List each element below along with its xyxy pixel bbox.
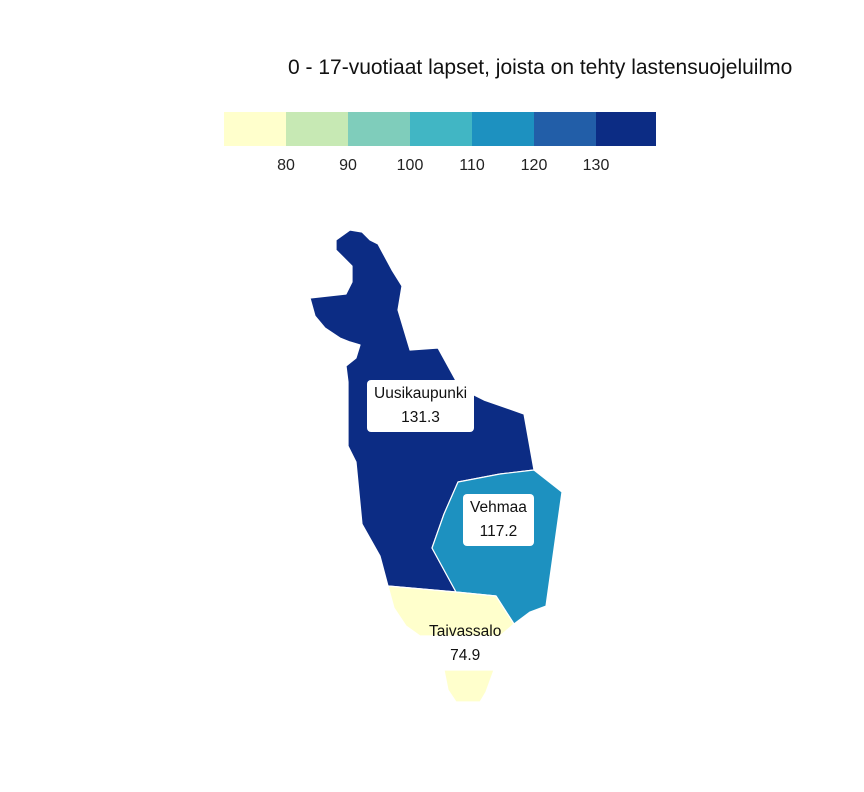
- color-legend: 80 90 100 110 120 130: [224, 112, 656, 174]
- legend-swatch-4: [410, 112, 472, 146]
- legend-tick-label: 120: [521, 157, 548, 174]
- map-title: 0 - 17-vuotiaat lapset, joista on tehty …: [288, 56, 793, 79]
- legend-tick-label: 100: [397, 157, 424, 174]
- legend-swatch-3: [348, 112, 410, 146]
- legend-swatch-2: [286, 112, 348, 146]
- region-label-uusikaupunki: Uusikaupunki 131.3: [367, 380, 475, 432]
- region-label-taivassalo: Taivassalo 74.9: [422, 618, 508, 670]
- region-value: 117.2: [479, 523, 518, 540]
- region-taivassalo-island[interactable]: [443, 669, 495, 703]
- legend-swatch-1: [224, 112, 286, 146]
- region-value: 131.3: [401, 409, 440, 426]
- region-taivassalo[interactable]: [387, 585, 515, 637]
- region-name: Taivassalo: [429, 623, 502, 640]
- legend-tick-label: 130: [583, 157, 610, 174]
- region-value: 74.9: [450, 647, 481, 664]
- region-name: Vehmaa: [470, 499, 527, 516]
- legend-tick-label: 110: [459, 157, 485, 174]
- legend-swatch-5: [472, 112, 534, 146]
- region-label-vehmaa: Vehmaa 117.2: [463, 494, 534, 546]
- legend-tick-label: 80: [277, 157, 295, 174]
- region-name: Uusikaupunki: [374, 385, 468, 402]
- legend-swatch-6: [534, 112, 596, 146]
- legend-swatch-7: [596, 112, 656, 146]
- legend-tick-label: 90: [339, 157, 357, 174]
